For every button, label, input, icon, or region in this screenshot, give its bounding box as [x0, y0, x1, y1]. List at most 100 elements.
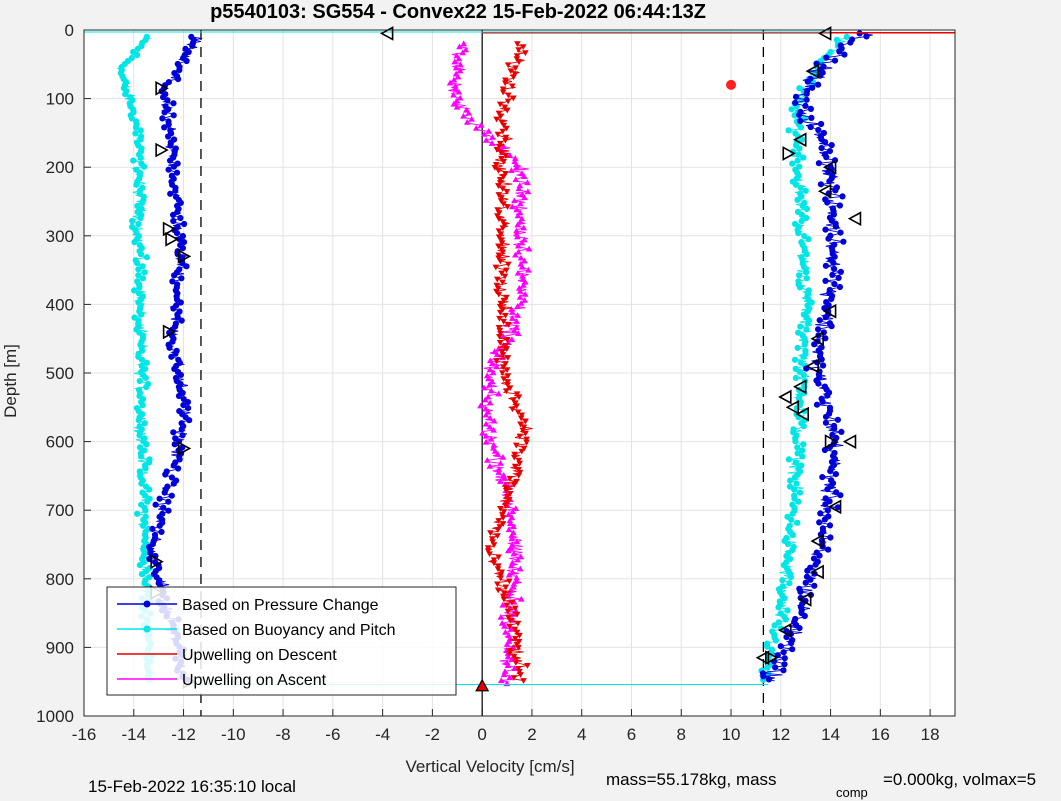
- pressure-ascent-point: [837, 268, 845, 275]
- upwelling-descent-point: [490, 560, 498, 567]
- pressure-descent-point: [166, 344, 173, 351]
- upwelling-descent-point: [496, 524, 504, 530]
- legend-label-buoyancy: Based on Buoyancy and Pitch: [182, 622, 395, 639]
- pressure-ascent-point: [780, 667, 787, 674]
- pressure-descent-point: [164, 97, 171, 104]
- upwelling-ascent-point: [486, 381, 493, 388]
- upwelling-descent-point: [516, 433, 524, 440]
- upwelling-ascent-point: [501, 622, 508, 629]
- buoyancy-ascent-point: [800, 371, 807, 378]
- pressure-descent-point: [178, 275, 185, 282]
- upwelling-descent-point: [515, 59, 523, 66]
- buoyancy-descent-point: [135, 417, 142, 424]
- pressure-ascent-point: [822, 139, 829, 146]
- pressure-ascent-point: [815, 326, 822, 333]
- y-tick-label: 1000: [36, 707, 74, 726]
- upwelling-ascent-point: [495, 390, 502, 397]
- upwelling-descent-point: [511, 463, 519, 470]
- legend-label-descent: Upwelling on Descent: [182, 647, 337, 664]
- buoyancy-descent-point: [141, 420, 148, 427]
- buoyancy-ascent-point: [786, 483, 794, 490]
- pressure-ascent-point: [836, 48, 843, 55]
- pressure-ascent-point: [811, 582, 818, 589]
- pressure-ascent-point: [832, 471, 840, 478]
- pressure-descent-point: [169, 278, 176, 285]
- buoyancy-descent-point: [136, 562, 143, 569]
- pressure-descent-point: [171, 272, 178, 279]
- upwelling-ascent-point: [514, 233, 521, 240]
- upwelling-descent-point: [503, 602, 511, 609]
- upwelling-descent-point: [515, 644, 522, 651]
- upwelling-descent-point: [495, 255, 502, 262]
- upwelling-ascent-point: [514, 242, 522, 249]
- pressure-ascent-point: [840, 238, 847, 245]
- upwelling-descent-point: [504, 608, 512, 615]
- buoyancy-ascent-point: [789, 510, 796, 517]
- upwelling-ascent-point: [501, 475, 508, 481]
- pressure-descent-point: [170, 112, 177, 119]
- upwelling-descent-point: [498, 246, 506, 253]
- buoyancy-descent-point: [142, 507, 149, 514]
- buoyancy-descent-point: [141, 269, 148, 276]
- upwelling-descent-point: [495, 110, 503, 117]
- upwelling-descent-point: [512, 659, 520, 666]
- upwelling-ascent-point: [520, 224, 528, 231]
- upwelling-descent-point: [502, 171, 509, 177]
- buoyancy-ascent-point: [791, 112, 798, 119]
- buoyancy-ascent-point: [787, 477, 794, 484]
- upwelling-descent-point: [493, 146, 501, 153]
- upwelling-ascent-point: [480, 384, 488, 391]
- buoyancy-ascent-point: [789, 531, 796, 539]
- pressure-descent-point: [170, 480, 177, 487]
- buoyancy-ascent-point: [786, 580, 793, 587]
- pressure-descent-point: [168, 492, 175, 499]
- buoyancy-ascent-point: [795, 329, 802, 336]
- buoyancy-descent-point: [146, 486, 153, 493]
- upwelling-descent-point: [513, 56, 521, 63]
- upwelling-descent-point: [506, 617, 514, 624]
- pressure-ascent-point: [807, 123, 814, 131]
- buoyancy-ascent-point: [803, 269, 810, 276]
- pressure-descent-point: [184, 399, 191, 406]
- pressure-descent-point: [159, 115, 166, 122]
- buoyancy-ascent-point: [799, 136, 806, 143]
- y-tick-label: 400: [46, 295, 74, 314]
- buoyancy-ascent-point: [788, 516, 795, 523]
- upwelling-ascent-point: [482, 420, 490, 427]
- pressure-ascent-point: [819, 474, 826, 481]
- upwelling-descent-point: [500, 376, 508, 383]
- upwelling-ascent-point: [456, 94, 464, 101]
- upwelling-descent-point: [497, 300, 505, 307]
- upwelling-descent-point: [513, 641, 521, 648]
- y-tick-label: 700: [46, 501, 74, 520]
- upwelling-descent-point: [501, 104, 509, 111]
- upwelling-ascent-point: [508, 532, 515, 539]
- buoyancy-ascent-point: [800, 423, 807, 430]
- upwelling-descent-point: [512, 605, 519, 612]
- upwelling-ascent-point: [511, 155, 519, 161]
- buoyancy-ascent-point: [792, 181, 800, 188]
- upwelling-descent-point: [515, 472, 523, 479]
- upwelling-ascent-point: [521, 296, 528, 303]
- pressure-ascent-point: [811, 341, 818, 348]
- buoyancy-ascent-point: [796, 145, 803, 152]
- buoyancy-ascent-point: [764, 643, 771, 650]
- upwelling-descent-point: [497, 506, 504, 512]
- upwelling-descent-point: [501, 590, 508, 597]
- pressure-ascent-point: [836, 202, 844, 209]
- buoyancy-ascent-point: [798, 217, 805, 225]
- upwelling-ascent-point: [472, 124, 480, 131]
- pressure-ascent-point: [834, 504, 842, 511]
- triangle-left-marker: [798, 592, 812, 607]
- upwelling-ascent-point: [521, 194, 528, 201]
- upwelling-descent-point: [498, 195, 505, 201]
- triangle-right-marker: [177, 441, 192, 456]
- pressure-ascent-point: [828, 142, 835, 149]
- x-tick-label: -16: [72, 725, 97, 744]
- pressure-ascent-point: [828, 323, 835, 330]
- upwelling-descent-point: [512, 442, 520, 449]
- pressure-ascent-point: [802, 579, 809, 586]
- pressure-ascent-point: [825, 235, 832, 242]
- upwelling-descent-point: [494, 285, 502, 292]
- upwelling-ascent-point: [521, 257, 528, 264]
